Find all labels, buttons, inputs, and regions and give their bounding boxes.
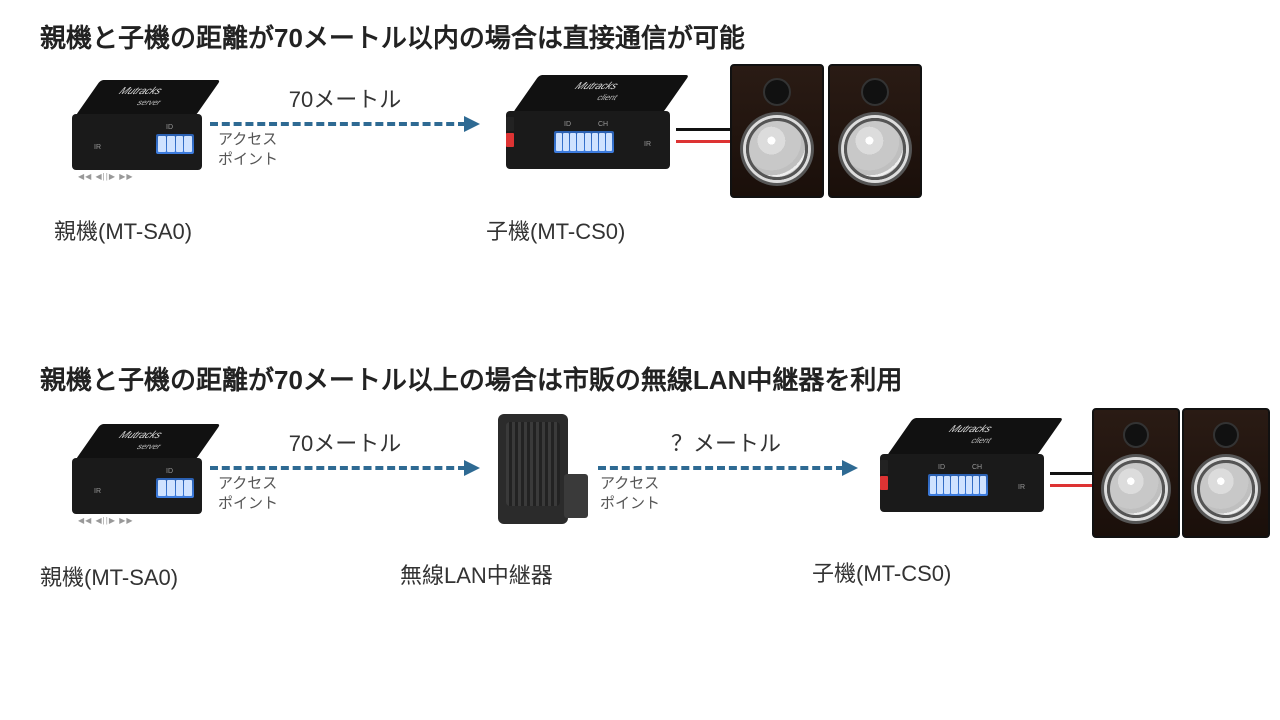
parent-device-2: Mutracks server ID IR ◀◀ ◀||▶ ▶▶ — [60, 424, 220, 534]
distance-label-2a: 70メートル — [255, 426, 435, 458]
cable-red-1 — [676, 140, 732, 143]
parent-device-1: Mutracks server ID IR ◀◀ ◀||▶ ▶▶ — [60, 80, 220, 190]
speaker-1a — [730, 64, 824, 198]
device-brand: Mutracks — [572, 81, 620, 92]
parent-label-1: 親機(MT-SA0) — [54, 214, 192, 246]
ap-label-2a: アクセスポイント — [218, 474, 278, 513]
repeater-label: 無線LAN中継器 — [400, 558, 553, 590]
ap-label-1: アクセスポイント — [218, 130, 278, 169]
child-label-1: 子機(MT-CS0) — [486, 214, 625, 246]
cable-black-1 — [676, 128, 732, 131]
distance-label-2b: ？メートル — [636, 426, 816, 458]
speaker-2b — [1182, 408, 1270, 538]
child-label-2: 子機(MT-CS0) — [812, 556, 951, 588]
speaker-2a — [1092, 408, 1180, 538]
device-brand: Mutracks — [116, 86, 164, 97]
cable-black-2 — [1050, 472, 1094, 475]
speaker-1b — [828, 64, 922, 198]
distance-label-1: 70メートル — [255, 82, 435, 114]
child-device-2: Mutracks client ID CH IR — [864, 418, 1064, 533]
repeater-device — [498, 414, 598, 534]
ap-label-2b: アクセスポイント — [600, 474, 660, 513]
section2-heading: 親機と子機の距離が70メートル以上の場合は市販の無線LAN中継器を利用 — [40, 360, 902, 397]
cable-red-2 — [1050, 484, 1094, 487]
parent-label-2: 親機(MT-SA0) — [40, 560, 178, 592]
section1-heading: 親機と子機の距離が70メートル以内の場合は直接通信が可能 — [40, 18, 745, 55]
child-device-1: Mutracks client ID CH IR — [490, 75, 690, 190]
